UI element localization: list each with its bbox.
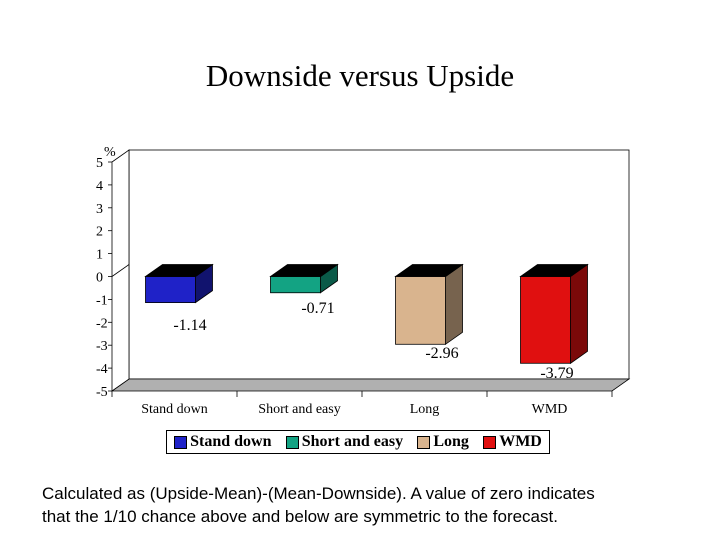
legend-item: Short and easy (285, 433, 404, 451)
x-tick-label: Long (410, 402, 440, 417)
legend-item: Long (417, 433, 469, 451)
bar-top (269, 264, 339, 277)
bar-side (445, 263, 463, 346)
data-label: -2.96 (425, 345, 458, 362)
bar-top (144, 264, 214, 277)
data-label: -0.71 (301, 300, 334, 317)
bar-top (394, 264, 464, 277)
legend-item: Stand down (174, 433, 272, 451)
legend: Stand down Short and easy Long WMD (166, 430, 550, 454)
bar (520, 276, 571, 364)
y-unit-label: % (104, 145, 116, 160)
legend-label: WMD (499, 433, 542, 450)
footnote-line-1: Calculated as (Upside-Mean)-(Mean-Downsi… (42, 484, 595, 503)
bar (145, 276, 196, 304)
chart-title: Downside versus Upside (205, 58, 515, 93)
x-tick-label: WMD (532, 402, 568, 417)
y-tick-label: -1 (96, 293, 108, 308)
data-label: -3.79 (540, 365, 573, 382)
y-tick-label: -4 (96, 362, 108, 377)
legend-swatch (417, 435, 431, 449)
legend-label: Stand down (190, 433, 272, 450)
footnote: Calculated as (Upside-Mean)-(Mean-Downsi… (42, 482, 682, 528)
data-label: -1.14 (173, 317, 206, 334)
x-tick-label: Short and easy (258, 402, 340, 417)
y-tick-label: -2 (96, 316, 108, 331)
zero-line-side (111, 264, 130, 277)
footnote-line-2: that the 1/10 chance above and below are… (42, 507, 558, 526)
y-tick-label: -5 (96, 385, 108, 400)
legend-swatch (483, 435, 497, 449)
legend-swatch (174, 435, 188, 449)
bar (395, 276, 446, 345)
legend-item: WMD (483, 433, 542, 451)
y-tick-label: 4 (96, 179, 103, 194)
legend-label: Long (433, 433, 469, 450)
y-tick-label: 5 (96, 156, 103, 171)
y-tick-label: 3 (96, 202, 103, 217)
y-tick-label: 1 (96, 248, 103, 263)
y-tick-label: -3 (96, 339, 108, 354)
bar-top (519, 264, 589, 277)
x-tick-label: Stand down (141, 402, 208, 417)
bar (270, 276, 321, 294)
y-tick-label: 2 (96, 225, 103, 240)
legend-label: Short and easy (301, 433, 404, 450)
bar-side (570, 263, 588, 365)
legend-swatch (285, 435, 299, 449)
y-tick-label: 0 (96, 271, 103, 286)
